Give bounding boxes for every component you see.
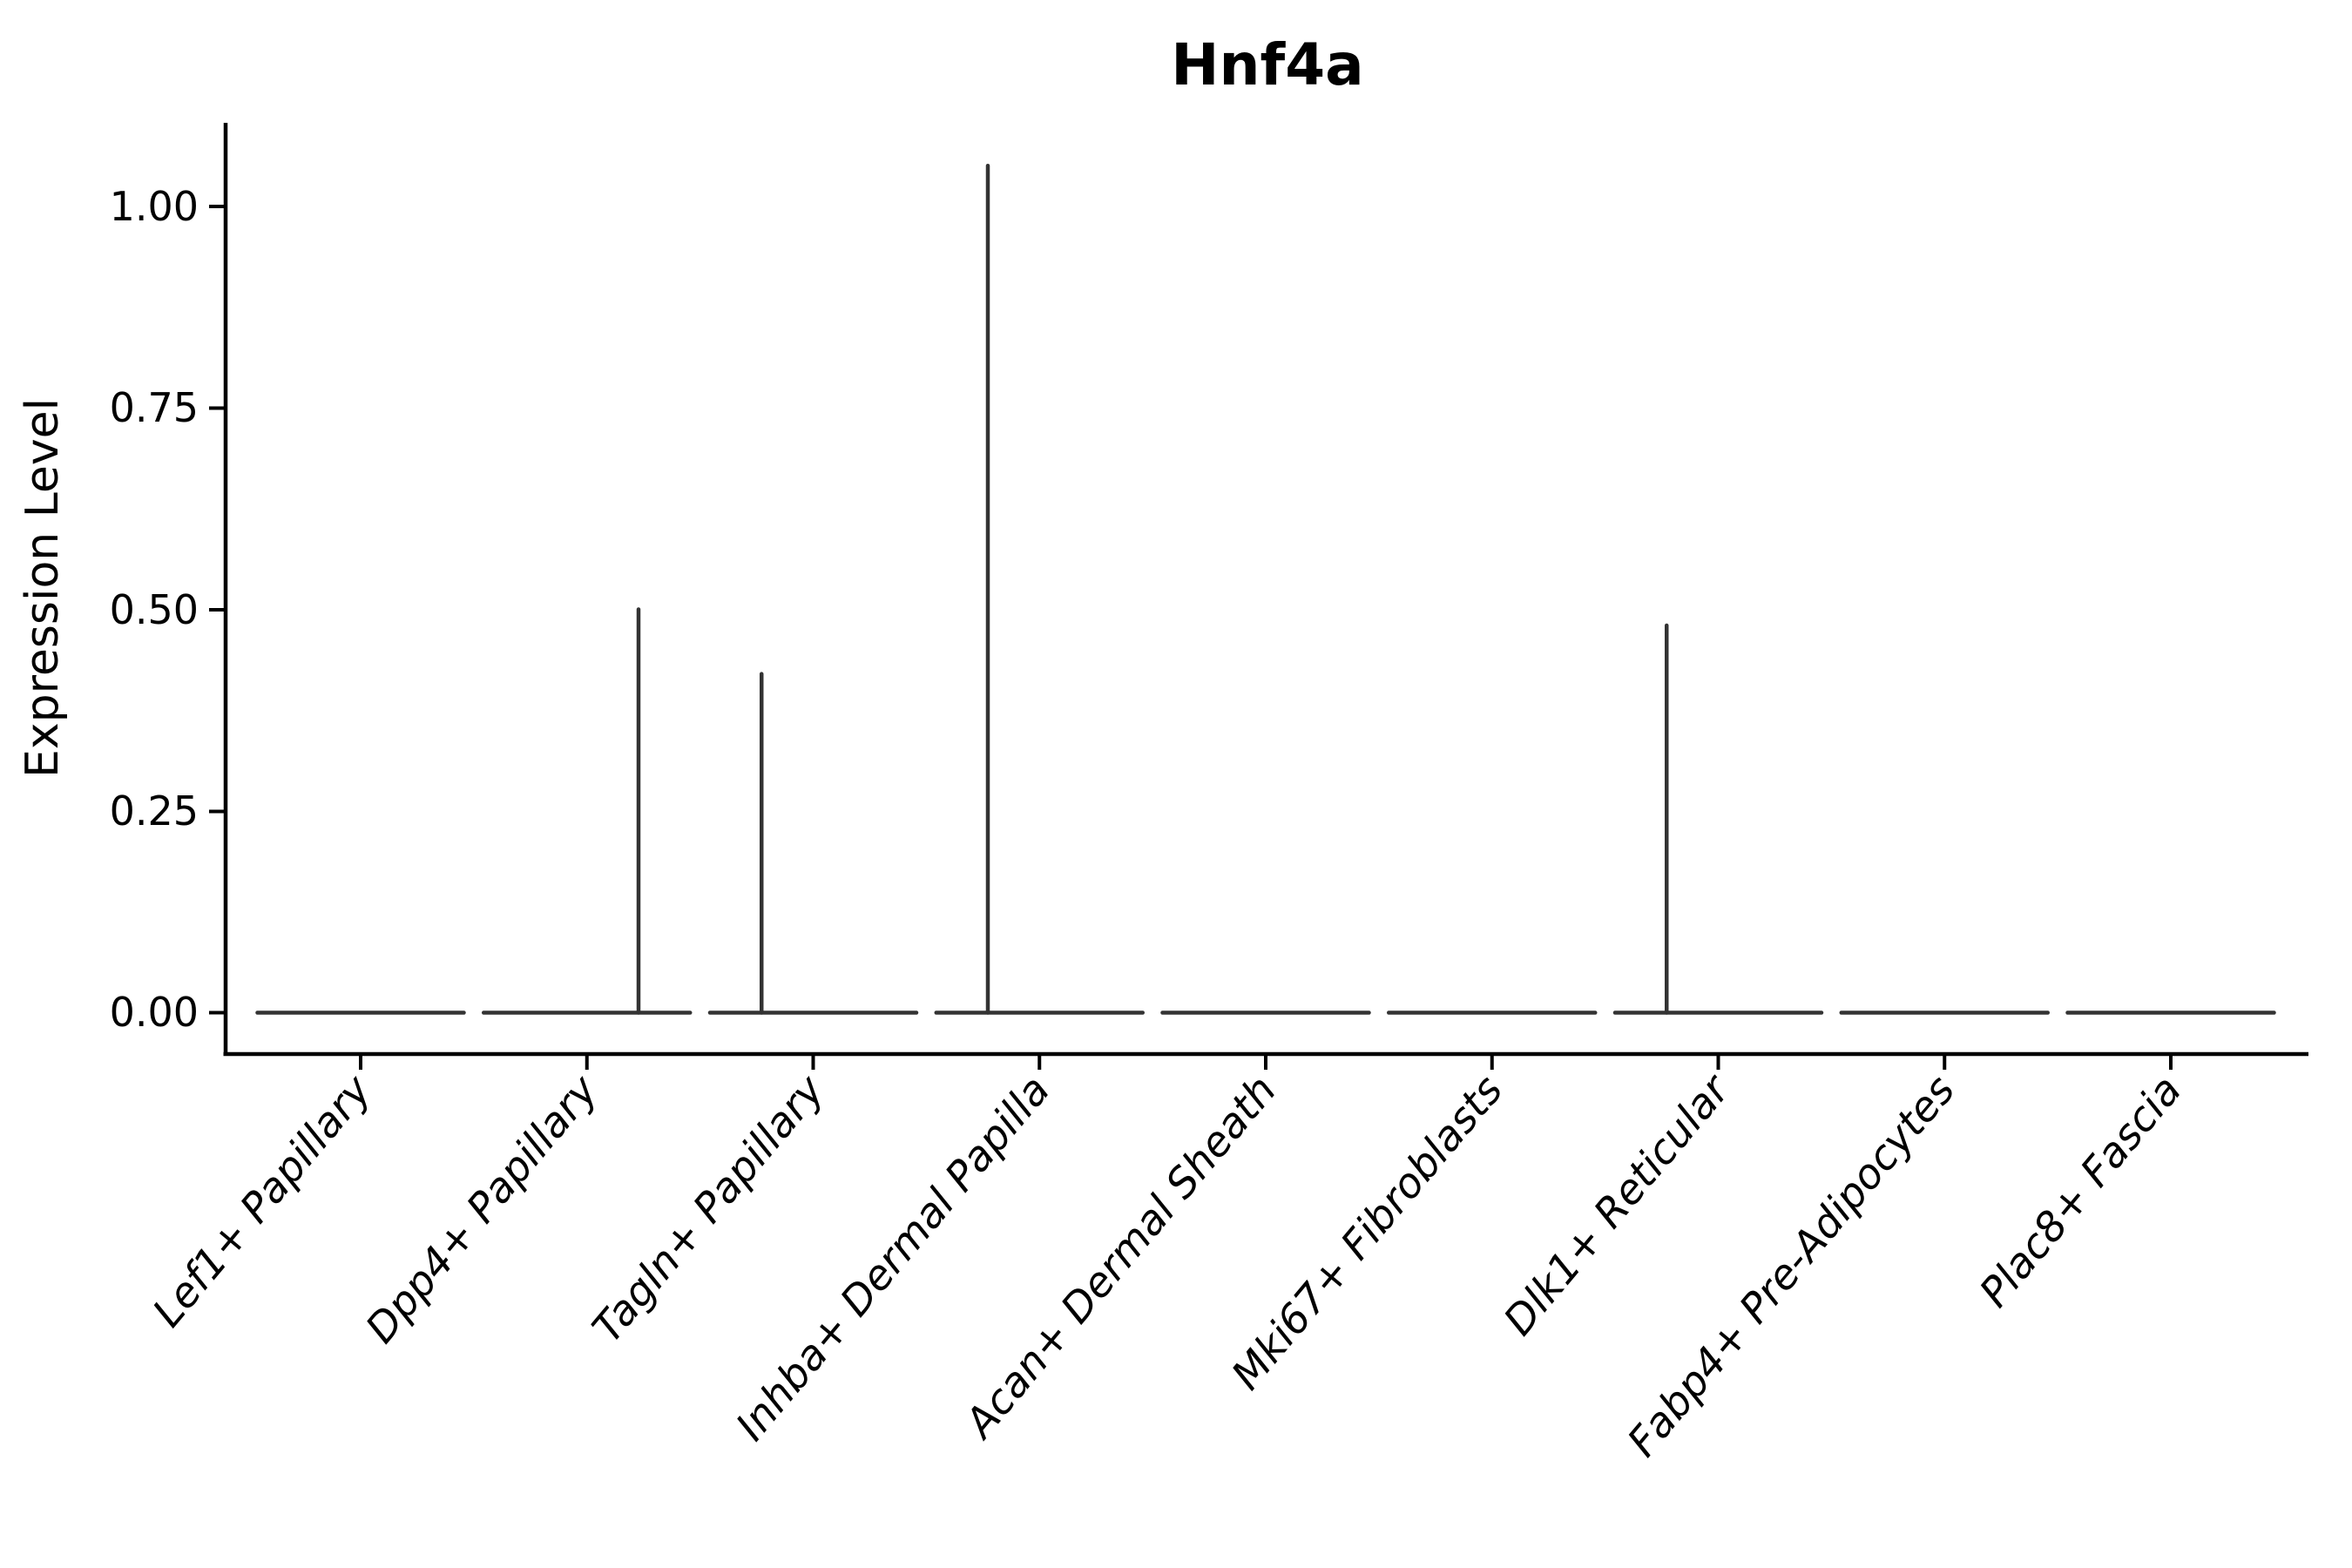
xcat-label-dpp4-papillary: Dpp4+ Papillary xyxy=(356,1065,608,1352)
ytick-label-1.00: 1.00 xyxy=(110,183,199,230)
xcat-label-dlk1-reticular: Dlk1+ Reticular xyxy=(1495,1064,1740,1344)
ytick-label-0.75: 0.75 xyxy=(110,384,199,431)
ytick-label-0.25: 0.25 xyxy=(110,787,199,835)
ytick-label-0.50: 0.50 xyxy=(110,586,199,633)
xcat-label-tagln-papillary: Tagln+ Papillary xyxy=(584,1065,835,1352)
y-ticks xyxy=(209,205,226,1015)
x-ticks xyxy=(359,1054,2173,1070)
chart-title: Hnf4a xyxy=(1171,31,1363,98)
x-category-labels: Lef1+ Papillary Dpp4+ Papillary Tagln+ P… xyxy=(144,1064,2191,1466)
xcat-label-lef1-papillary: Lef1+ Papillary xyxy=(144,1065,382,1335)
y-axis-label: Expression Level xyxy=(17,398,69,778)
violins xyxy=(255,163,2276,1015)
xcat-label-plac8-fascia: Plac8+ Fascia xyxy=(1970,1066,2191,1316)
ytick-label-0.00: 0.00 xyxy=(110,989,199,1036)
